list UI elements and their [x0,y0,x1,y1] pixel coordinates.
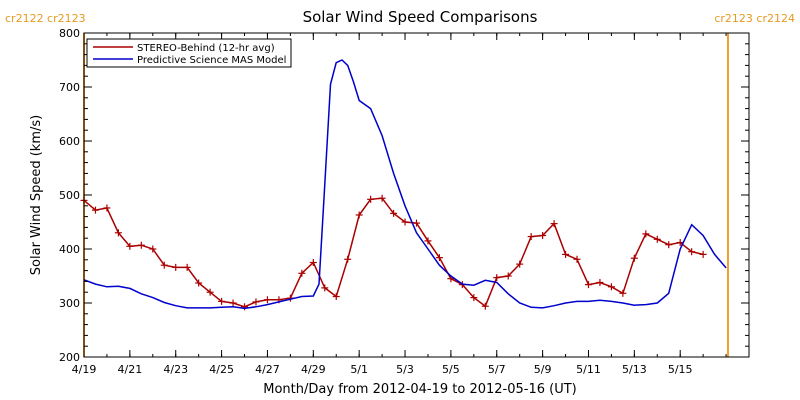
chart-title: Solar Wind Speed Comparisons [303,8,538,26]
legend-label-stereo: STEREO-Behind (12-hr avg) [137,43,275,54]
data-point [263,296,271,304]
data-point [424,237,432,245]
data-point [332,293,340,301]
x-tick-label: 4/27 [255,363,280,376]
axes: 200 300 400 500 600 700 800 4/19 4/21 4/23 4/25 4/2… [59,27,750,376]
data-point [642,230,650,238]
y-axis-label: Solar Wind Speed (km/s) [29,115,44,275]
data-point [126,242,134,250]
x-tick-label: 5/3 [396,363,414,376]
x-tick-label: 5/5 [442,363,460,376]
data-point [367,195,375,203]
data-point [688,248,696,256]
data-point [91,206,99,214]
data-point [309,259,317,266]
data-point [584,281,592,289]
rotation-marker-label-0: cr2122 cr2123 [5,12,86,25]
y-tick-label: 300 [59,297,80,310]
data-point [195,279,203,287]
data-point [493,274,501,282]
data-point [390,209,398,217]
series-layer [80,59,727,311]
data-point [699,250,707,258]
data-point [665,241,673,249]
x-tick-label: 5/15 [668,363,693,376]
x-tick-label: 5/9 [534,363,552,376]
data-point [172,263,180,271]
data-point [516,260,524,268]
x-tick-label: 4/23 [163,363,188,376]
x-tick-label: 5/13 [622,363,647,376]
data-point [413,219,420,227]
data-point [137,241,145,249]
y-tick-label: 500 [59,189,80,202]
data-point [539,232,547,239]
data-point [401,218,409,226]
data-point [252,298,260,306]
x-tick-label: 4/19 [72,363,97,376]
data-point [619,289,627,297]
y-tick-label: 600 [59,135,80,148]
data-point [229,299,237,307]
legend-box [86,38,292,68]
y-tick-label: 400 [59,243,80,256]
data-point [573,255,581,263]
data-point [298,269,306,277]
data-point [527,233,535,241]
x-axis-label: Month/Day from 2012-04-19 to 2012-05-16 … [263,382,576,397]
plot-frame [83,32,750,358]
x-tick-label: 5/11 [576,363,601,376]
data-point [630,254,638,262]
series-line-1 [83,59,727,310]
data-point [206,288,214,296]
x-tick-label: 4/29 [301,363,326,376]
x-tick-label: 4/25 [209,363,234,376]
data-point [149,245,157,253]
legend-label-model: Predictive Science MAS Model [137,55,286,66]
rotation-marker-label-1: cr2123 cr2124 [714,12,795,25]
data-point [562,250,570,258]
data-point [160,261,168,269]
data-point [435,254,443,262]
y-tick-label: 200 [59,351,80,364]
data-point [241,303,249,311]
data-point [114,229,122,237]
x-tick-label: 5/1 [350,363,368,376]
data-point [103,204,111,212]
data-point [470,294,478,302]
data-point [596,278,604,286]
data-point [653,235,661,243]
y-tick-label: 800 [59,27,80,40]
data-point [481,302,489,310]
data-point [218,297,226,305]
data-point [344,255,352,263]
data-point [504,272,512,280]
x-tick-label: 5/7 [488,363,506,376]
data-point [321,284,329,292]
data-point [183,263,191,271]
y-tick-label: 700 [59,81,80,94]
legend: STEREO-Behind (12-hr avg) Predictive Sci… [86,38,292,68]
data-point [378,194,386,202]
x-tick-label: 4/21 [118,363,143,376]
data-point [607,283,615,291]
data-point [355,211,363,219]
data-point [550,220,558,228]
